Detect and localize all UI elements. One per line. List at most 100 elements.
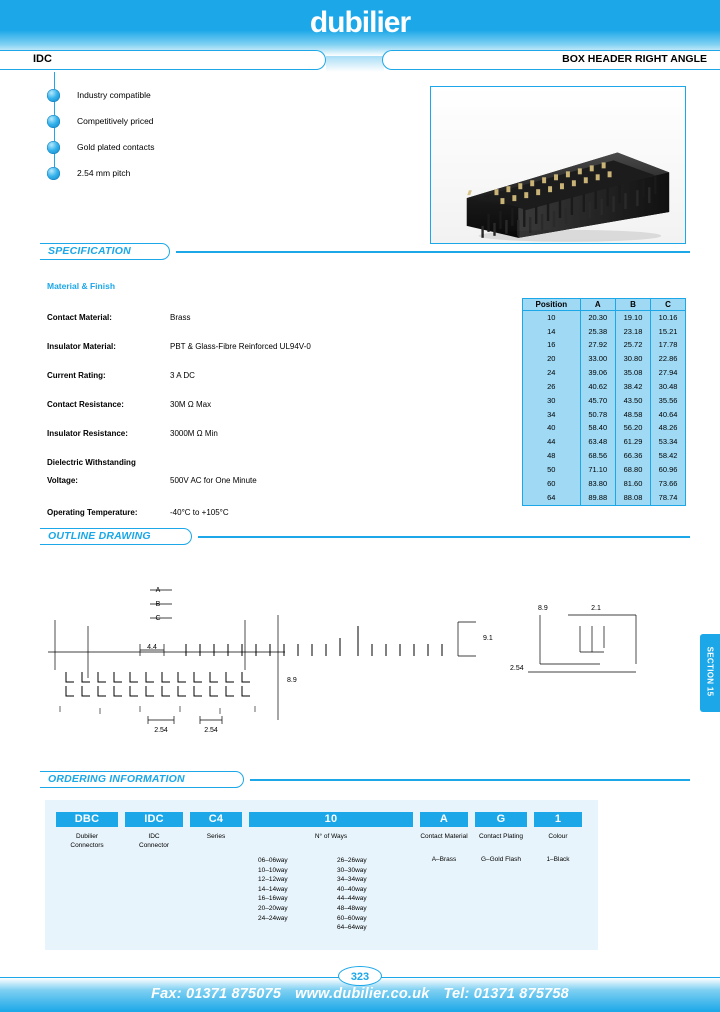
cell-a: 33.00 — [580, 352, 616, 367]
cell-a: 20.30 — [580, 310, 616, 325]
spec-value: -40°C to +105°C — [170, 508, 229, 517]
dim-label-2-1: 2.1 — [591, 605, 601, 612]
dim-label-8-9: 8.9 — [287, 677, 297, 684]
cell-a: 71.10 — [580, 463, 616, 478]
contact-material-option: A–Brass — [431, 856, 457, 863]
box-header-illustration — [431, 87, 685, 243]
cell-a: 83.80 — [580, 477, 616, 492]
footer-tel: Tel: 01371 875758 — [443, 986, 569, 1002]
footer-website[interactable]: www.dubilier.co.uk — [295, 986, 430, 1002]
cell-a: 39.06 — [580, 366, 616, 381]
column-header: B — [615, 299, 652, 311]
order-desc-material: Contact Material — [420, 833, 468, 840]
cell-a: 45.70 — [580, 394, 616, 408]
bullet-icon — [47, 115, 60, 128]
dim-label-b: B — [156, 601, 161, 608]
table-row: 10 20.30 19.10 10.16 — [523, 310, 685, 325]
section-specification: SPECIFICATION — [40, 243, 690, 260]
cell-c: 27.94 — [658, 368, 678, 378]
order-code-series: C4 — [190, 812, 242, 827]
cell-position: 34 — [523, 407, 581, 422]
table-row: 50 71.10 68.80 60.96 — [523, 463, 685, 478]
cell-b: 81.60 — [615, 477, 652, 492]
dim-label-4-4: 4.4 — [147, 644, 157, 651]
order-code-material: A — [420, 812, 468, 827]
bullet-icon — [47, 167, 60, 180]
cell-position: 26 — [523, 380, 581, 395]
table-row: 48 68.56 66.36 58.42 — [523, 449, 685, 464]
cell-b: 38.42 — [615, 380, 652, 395]
order-code-idc: IDC — [125, 812, 183, 827]
spec-key: Contact Material: — [47, 313, 112, 322]
table-row: 60 83.80 81.60 73.66 — [523, 477, 685, 492]
table-row: 40 58.40 56.20 48.26 — [523, 421, 685, 436]
cell-a: 50.78 — [580, 407, 616, 422]
page-number: 323 — [338, 966, 382, 986]
feature-label: Industry compatible — [77, 90, 151, 100]
outline-drawing: A B C 4.4 2.54 2.54 8.9 9.1 8.9 2.1 2.54 — [40, 560, 690, 750]
cell-b: 48.58 — [615, 407, 652, 422]
cell-c: 78.74 — [658, 492, 678, 502]
order-code-dbc: DBC — [56, 812, 118, 827]
table-row: 20 33.00 30.80 22.86 — [523, 352, 685, 367]
dim-label-8-9b: 8.9 — [538, 605, 548, 612]
cell-b: 35.08 — [615, 366, 652, 381]
spec-key: Contact Resistance: — [47, 400, 124, 409]
feature-label: 2.54 mm pitch — [77, 168, 131, 178]
cell-c: 58.42 — [658, 451, 678, 461]
cell-b: 19.10 — [615, 310, 652, 325]
cell-position: 14 — [523, 324, 581, 339]
cell-c: 30.48 — [658, 381, 678, 391]
cell-b: 88.08 — [615, 491, 652, 505]
cell-position: 30 — [523, 394, 581, 408]
cell-a: 68.56 — [580, 449, 616, 464]
cell-b: 68.80 — [615, 463, 652, 478]
spec-key: Operating Temperature: — [47, 508, 138, 517]
spec-subtitle: Material & Finish — [47, 281, 116, 291]
header-pill-left — [0, 50, 326, 70]
section-title: OUTLINE DRAWING — [48, 530, 151, 542]
cell-c: 40.64 — [658, 409, 678, 419]
section-outline-drawing: OUTLINE DRAWING — [40, 528, 690, 545]
product-photo — [430, 86, 686, 244]
cell-a: 63.48 — [580, 435, 616, 450]
cell-c: 60.96 — [658, 464, 678, 474]
cell-a: 25.38 — [580, 324, 616, 339]
colour-option: 1–Black — [546, 856, 570, 863]
spec-value: 3 A DC — [170, 371, 195, 380]
brand-logo: dubilier — [309, 6, 411, 39]
order-desc-ways: N° of Ways — [314, 833, 348, 840]
cell-b: 61.29 — [615, 435, 652, 450]
cell-a: 40.62 — [580, 380, 616, 395]
side-tab-section: SECTION 15 — [700, 634, 720, 712]
cell-b: 56.20 — [615, 421, 652, 436]
order-desc-dbc: Dubilier Connectors — [70, 833, 104, 849]
cell-position: 20 — [523, 352, 581, 367]
cell-b: 30.80 — [615, 352, 652, 367]
cell-c: 53.34 — [658, 437, 678, 447]
dimension-table: Position A B C 10 20.30 19.10 10.16 14 2… — [522, 298, 686, 506]
cell-a: 27.92 — [580, 338, 616, 353]
table-row: 24 39.06 35.08 27.94 — [523, 366, 685, 381]
cell-c: 22.86 — [658, 354, 678, 364]
order-desc-colour: Colour — [548, 833, 568, 840]
table-header-row: Position A B C — [523, 299, 685, 311]
footer-fax: Fax: 01371 875075 — [151, 986, 282, 1002]
cell-c: 17.78 — [658, 340, 678, 350]
spec-value: 3000M Ω Min — [170, 429, 218, 438]
table-row: 16 27.92 25.72 17.78 — [523, 338, 685, 353]
cell-b: 23.18 — [615, 324, 652, 339]
column-header: A — [580, 299, 616, 311]
cell-position: 16 — [523, 338, 581, 353]
cell-position: 64 — [523, 491, 581, 505]
top-blue-band — [0, 0, 720, 30]
cell-position: 40 — [523, 421, 581, 436]
section-title: ORDERING INFORMATION — [48, 773, 185, 785]
table-row: 34 50.78 48.58 40.64 — [523, 407, 685, 422]
spec-value: Brass — [170, 313, 191, 322]
cell-a: 89.88 — [580, 491, 616, 505]
spec-value: 500V AC for One Minute — [170, 476, 257, 485]
dim-label-2-54b: 2.54 — [204, 727, 218, 734]
section-title: SPECIFICATION — [48, 245, 131, 257]
cell-position: 10 — [523, 310, 581, 325]
